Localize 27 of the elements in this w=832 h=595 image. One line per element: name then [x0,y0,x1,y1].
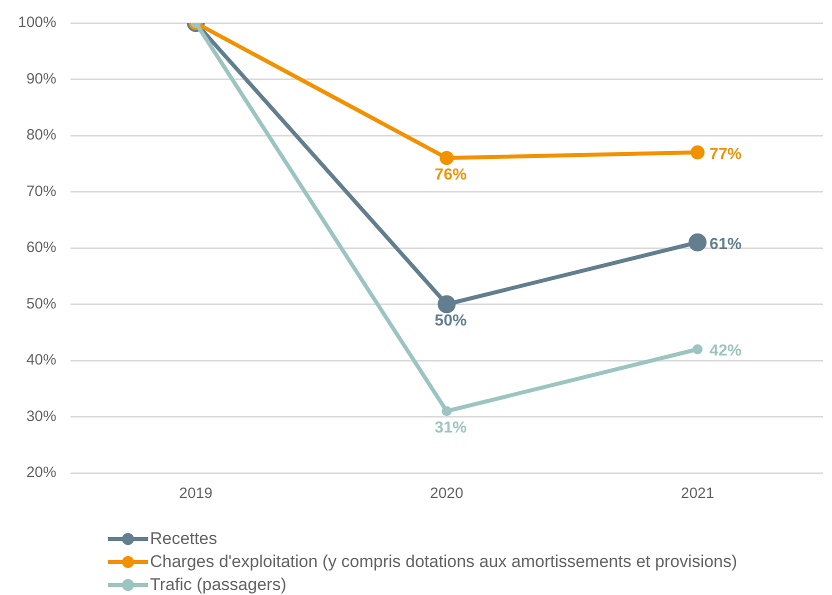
point [442,406,452,416]
data-label: 77% [710,146,742,163]
x-tick-label: 2021 [680,485,714,502]
y-tick-label: 50% [26,295,56,312]
data-label: 42% [710,342,742,360]
y-tick-label: 30% [26,408,56,425]
y-tick-label: 60% [26,239,56,256]
y-tick-label: 90% [26,70,56,88]
point [438,295,456,314]
legend-label: Trafic (passagers) [150,574,286,595]
x-tick-label: 2020 [430,485,464,502]
data-label: 31% [434,420,467,437]
x-tick-label: 2019 [179,485,212,502]
data-label: 50% [434,312,467,330]
data-label: 76% [434,166,467,184]
point [688,233,707,252]
data-label: 61% [710,236,742,253]
y-tick-label: 40% [26,352,56,369]
y-tick-label: 70% [26,182,56,200]
point [690,145,705,160]
y-tick-label: 80% [26,126,56,144]
y-tick-label: 100% [18,14,56,32]
legend-label: Recettes [150,528,218,550]
y-tick-label: 20% [26,464,56,482]
point [692,344,703,354]
point [440,151,454,165]
legend-label: Charges d'exploitation (y compris dotations aux amortissements et provisions) [150,551,738,573]
